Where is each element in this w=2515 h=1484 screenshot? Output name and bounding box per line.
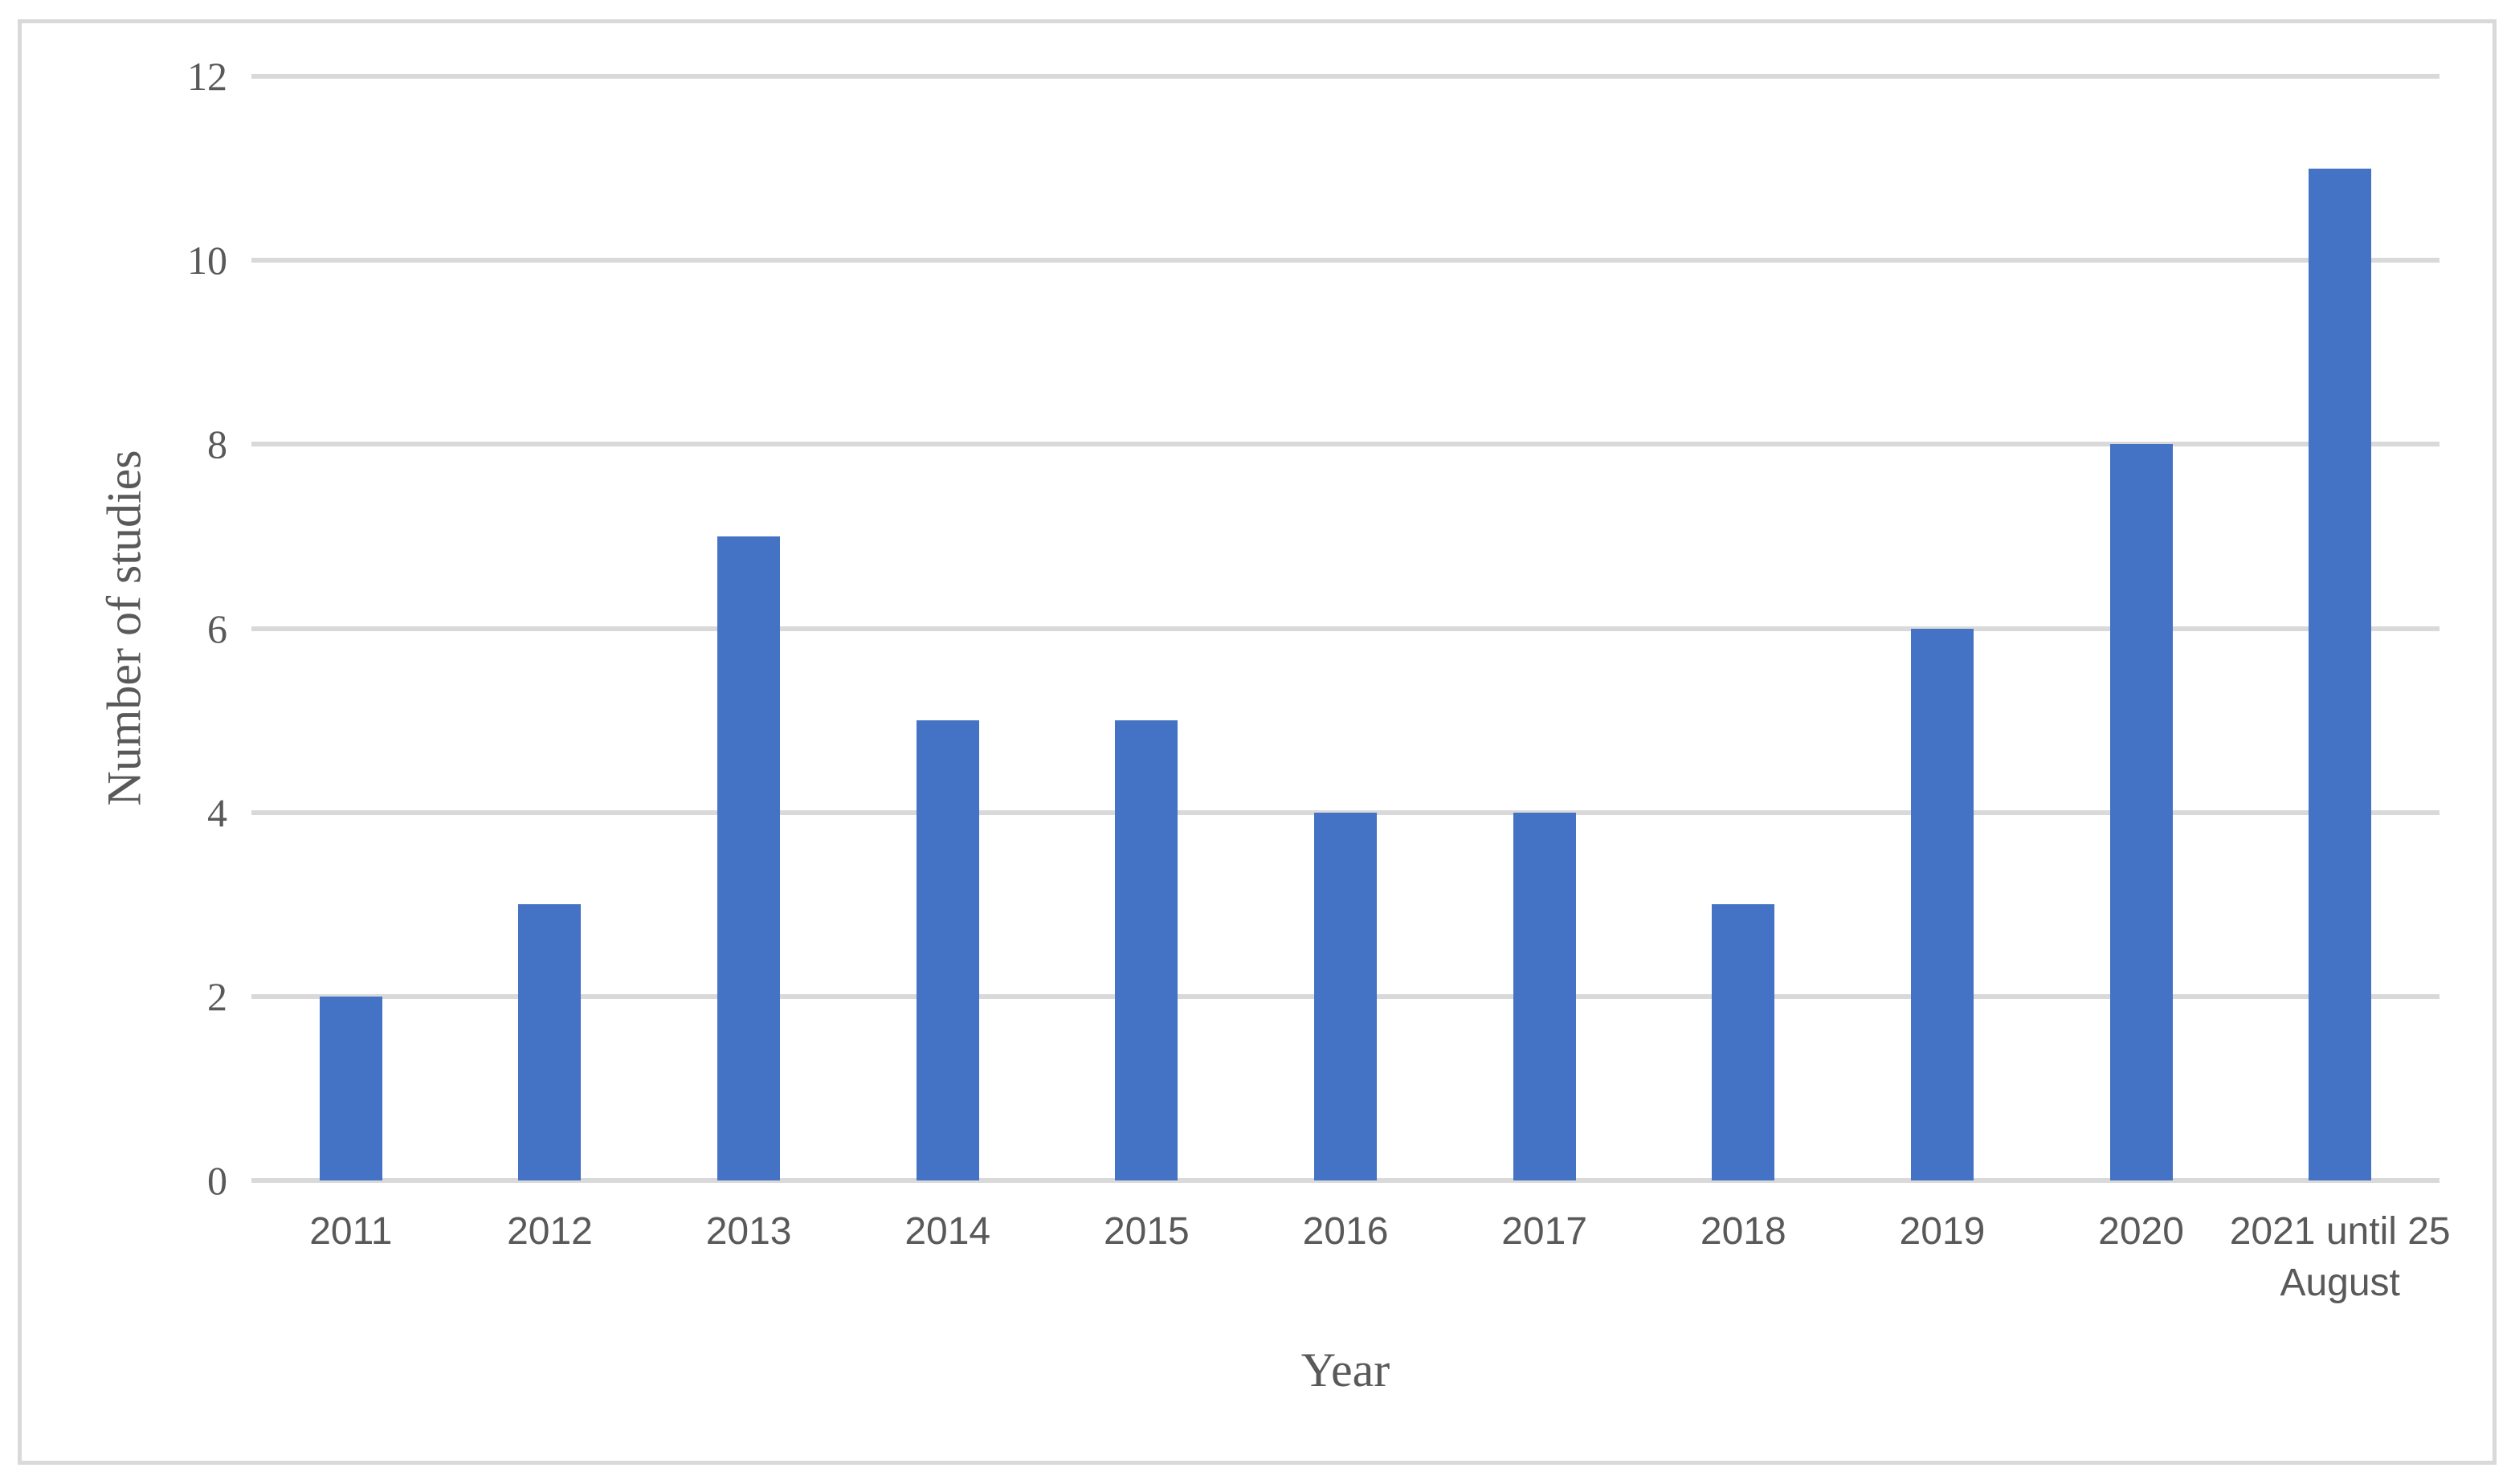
x-tick-label-2016: 2016 xyxy=(1302,1210,1389,1253)
bar-2016 xyxy=(1314,812,1377,1180)
bar-2012 xyxy=(518,904,582,1180)
gridline-8 xyxy=(251,442,2439,447)
y-tick-label-2: 2 xyxy=(207,973,227,1019)
y-tick-label-4: 4 xyxy=(207,789,227,835)
x-axis-title: Year xyxy=(1300,1343,1390,1396)
x-tick-label-2013: 2013 xyxy=(705,1210,792,1253)
bar-2014 xyxy=(916,720,979,1180)
gridline-12 xyxy=(251,74,2439,79)
x-axis-line xyxy=(251,1178,2439,1183)
x-tick-label-2012: 2012 xyxy=(507,1210,593,1253)
x-tick-label-2011: 2011 xyxy=(309,1210,393,1253)
bar-2015 xyxy=(1115,720,1178,1180)
bar-2013 xyxy=(717,536,781,1180)
x-tick-label-2014: 2014 xyxy=(904,1210,991,1253)
y-tick-label-6: 6 xyxy=(207,605,227,651)
bar-2011 xyxy=(319,996,382,1180)
y-tick-label-0: 0 xyxy=(207,1158,227,1203)
x-tick-label-2020: 2020 xyxy=(2098,1210,2184,1253)
bar-2017 xyxy=(1513,812,1576,1180)
bar-2019 xyxy=(1910,628,1974,1180)
x-tick-label-2017: 2017 xyxy=(1501,1210,1588,1253)
bar-2018 xyxy=(1712,904,1775,1180)
bar-2021 xyxy=(2309,168,2372,1180)
x-tick-label-2021: 2021 until 25 August xyxy=(2229,1210,2451,1304)
x-tick-label-2015: 2015 xyxy=(1103,1210,1190,1253)
gridline-6 xyxy=(251,626,2439,631)
x-tick-label-2019: 2019 xyxy=(1899,1210,1986,1253)
bar-2020 xyxy=(2109,444,2173,1180)
y-tick-label-10: 10 xyxy=(187,238,227,283)
y-tick-label-8: 8 xyxy=(207,422,227,467)
gridline-10 xyxy=(251,258,2439,263)
x-tick-label-2018: 2018 xyxy=(1700,1210,1786,1253)
y-tick-label-12: 12 xyxy=(187,54,227,99)
plot-area xyxy=(251,74,2439,1183)
